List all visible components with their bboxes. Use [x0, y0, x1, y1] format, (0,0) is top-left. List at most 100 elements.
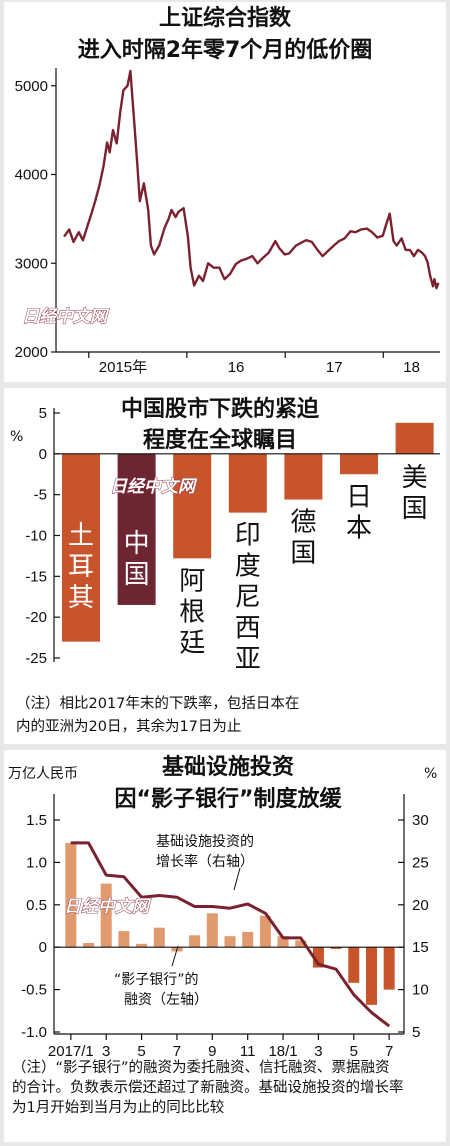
- chart2-bar-label: 德国: [290, 508, 316, 569]
- chart2-bar: [173, 453, 212, 559]
- chart3-xtick-label: 18/1: [268, 1043, 297, 1060]
- chart3-note-line1: （注）“影子银行”的融资为委托融资、信托融资、票据融资: [12, 1059, 390, 1076]
- chart3-right-tick-label: 20: [412, 897, 429, 914]
- chart1-xtick-label: 18: [403, 359, 420, 376]
- chart3-left-tick-label: 1.0: [26, 854, 47, 871]
- chart3-bar: [365, 947, 377, 1005]
- chart2-y-unit: %: [10, 429, 23, 445]
- chart2-ytick-label: 0: [39, 446, 47, 463]
- chart3-xtick-label: 3: [314, 1043, 322, 1060]
- chart2-bar: [228, 453, 267, 513]
- chart2-ytick-label: 5: [39, 405, 47, 422]
- chart1-title: 上证综合指数: [159, 5, 292, 31]
- chart1-x-ticks: 2015年 16 17 18: [88, 352, 420, 376]
- chart2-bars: [62, 422, 434, 642]
- annotation-line-1: 基础设施投资的: [156, 833, 254, 850]
- annotation-leader-line: [233, 867, 241, 891]
- annotation-leader-bar: [171, 945, 179, 967]
- chart2-title: 中国股市下跌的紧迫: [121, 396, 320, 422]
- chart3-left-tick-label: -0.5: [21, 982, 47, 999]
- chart3-bar: [330, 947, 342, 949]
- chart3-bar: [259, 915, 271, 948]
- panel-global-decline: 中国股市下跌的紧迫 程度在全球瞩目 % 5 0 -5 -10 -15 -20 -25 土耳其…: [4, 388, 446, 744]
- chart2-bar-label: 印度尼西亚: [235, 521, 261, 675]
- chart3-bar: [312, 947, 324, 968]
- chart3-bar: [206, 913, 218, 948]
- chart3-note-line3: 为1月开始到当月为止的同比比较: [12, 1098, 224, 1116]
- chart3-bar: [224, 936, 236, 948]
- panel1-background: [4, 2, 446, 382]
- chart3-xtick-label: 3: [102, 1043, 110, 1060]
- chart2-bar: [62, 453, 100, 642]
- chart3-bar: [295, 940, 307, 948]
- chart2-bar-label: 土耳其: [68, 521, 94, 613]
- chart1-xtick-label: 2015年: [99, 359, 147, 376]
- chart3-xtick-label: 7: [385, 1043, 393, 1060]
- chart3-bar: [242, 931, 254, 948]
- chart3-right-tick-label: 25: [412, 854, 429, 871]
- chart2-bar: [340, 453, 378, 475]
- chart3-right-tick-label: 5: [412, 1024, 420, 1041]
- chart3-right-tick-label: 30: [412, 812, 429, 829]
- chart3-xtick-label: 7: [173, 1043, 181, 1060]
- chart2-bar-labels: 土耳其 中国阿根廷 印度尼西亚 德国日本美国: [68, 463, 428, 675]
- chart3-bar: [383, 947, 395, 990]
- chart2-bar-label: 日本: [346, 482, 372, 543]
- chart3-bar: [153, 927, 165, 948]
- watermark-1: 日经中文网: [22, 307, 110, 327]
- chart3-subtitle: 因“影子银行”制度放缓: [115, 786, 343, 812]
- chart3-right-tick-label: 15: [412, 939, 429, 956]
- chart3-note-line2: 的合计。负数表示偿还超过了新融资。基础设施投资的增长率: [12, 1079, 404, 1096]
- chart1-xtick-label: 16: [228, 359, 245, 376]
- chart2-note-line1: （注）相比2017年末的下跌率，包括日本在: [16, 695, 299, 712]
- watermark-3: 日经中文网: [64, 897, 152, 917]
- chart3-xtick-label: 2017/1: [48, 1043, 94, 1060]
- chart2-subtitle: 程度在全球瞩目: [143, 427, 297, 453]
- chart1-ytick-label: 5000: [15, 78, 48, 95]
- chart2-ytick-label: -25: [25, 650, 47, 667]
- chart2-note-line2: 内的亚洲为20日，其余为17日为止: [16, 717, 241, 735]
- chart3-bar: [65, 842, 77, 948]
- chart3-left-unit: 万亿人民币: [8, 766, 78, 782]
- chart2-bar-label: 美国: [402, 463, 428, 524]
- chart1-ytick-label: 4000: [15, 167, 48, 184]
- panel-shanghai-index: 上证综合指数 进入时隔2年零7个月的低价圈 5000 4000 3000 2000 2…: [4, 2, 446, 382]
- chart2-bar-label: 阿根廷: [179, 566, 205, 658]
- chart2-y-ticks: 5 0 -5 -10 -15 -20 -25: [25, 405, 60, 667]
- chart3-x-ticks: 2017/1 3 5 7 9 11 18/1 3 5 7: [48, 1034, 393, 1060]
- chart2-bar: [117, 453, 156, 605]
- chart3-left-tick-label: 1.5: [26, 812, 47, 829]
- chart3-bar: [277, 936, 289, 948]
- chart2-bar-label: 中国: [124, 529, 150, 590]
- chart3-growth-line: [70, 841, 391, 1028]
- chart3-bar: [136, 943, 148, 948]
- chart3-bar: [100, 883, 112, 948]
- chart2-ytick-label: -20: [25, 609, 47, 626]
- chart3-bar: [83, 942, 95, 948]
- chart3-right-unit: %: [424, 766, 437, 782]
- chart1-ytick-label: 3000: [15, 255, 48, 272]
- chart3-y-ticks: 1.5 1.0 0.5 0 -0.5 -1.0 30 25 20 15 10 5: [21, 812, 429, 1041]
- chart2-ytick-label: -10: [25, 528, 47, 545]
- chart2-bar: [284, 453, 323, 500]
- chart3-xtick-label: 9: [208, 1043, 216, 1060]
- chart3-bar: [118, 931, 130, 948]
- annotation-bar-2: 融资（左轴）: [124, 992, 208, 1008]
- panel-infrastructure: 基础设施投资 因“影子银行”制度放缓 万亿人民币 % 1.5 1.0 0.5 0 -0.…: [4, 750, 446, 1142]
- annotation-bar-1: “影子银行”的: [114, 972, 199, 988]
- chart3-left-tick-label: 0: [39, 939, 47, 956]
- chart1-xtick-label: 17: [326, 359, 343, 376]
- chart3-right-tick-label: 10: [412, 982, 429, 999]
- watermark-2: 日经中文网: [110, 477, 198, 497]
- chart2-bar: [395, 422, 434, 454]
- chart1-subtitle: 进入时隔2年零7个月的低价圈: [78, 37, 373, 63]
- chart1-series-line: [63, 69, 440, 290]
- chart2-ytick-label: -5: [34, 487, 47, 504]
- chart3-bar: [348, 947, 360, 983]
- chart3-title: 基础设施投资: [162, 754, 294, 780]
- chart2-ytick-label: -15: [25, 568, 47, 585]
- chart3-left-tick-label: 0.5: [26, 897, 47, 914]
- chart3-xtick-label: 11: [240, 1043, 256, 1060]
- chart3-left-tick-label: -1.0: [21, 1024, 47, 1041]
